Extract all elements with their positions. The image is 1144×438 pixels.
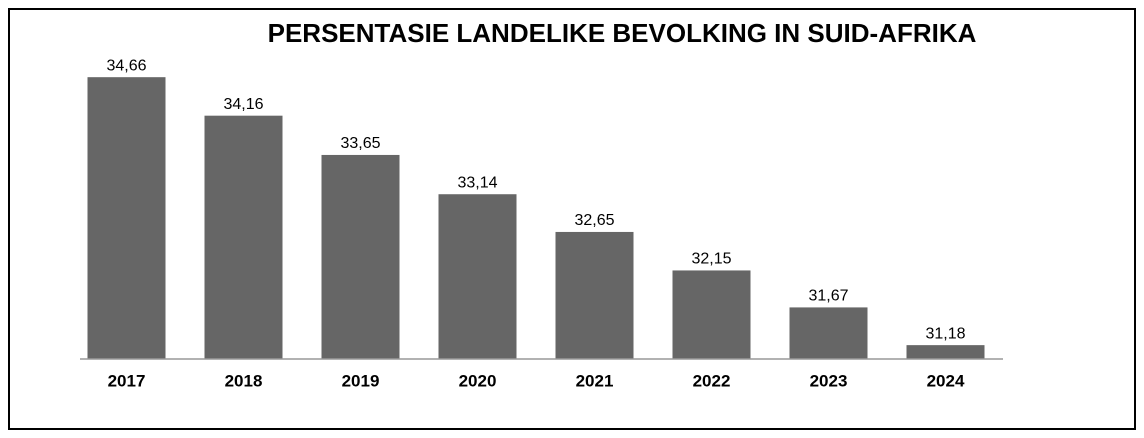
x-tick-label: 2020 (459, 371, 497, 390)
bar (672, 270, 751, 359)
x-tick-label: 2021 (576, 371, 614, 390)
bar (438, 194, 517, 359)
x-tick-label: 2019 (342, 371, 380, 390)
data-label: 33,65 (340, 135, 380, 152)
x-tick-label: 2018 (225, 371, 263, 390)
x-tick-label: 2024 (927, 371, 965, 390)
bar (87, 77, 166, 360)
data-label: 34,16 (223, 96, 263, 113)
bar (555, 231, 634, 359)
data-label: 34,66 (106, 57, 146, 74)
bar (321, 154, 400, 359)
x-tick-label: 2023 (810, 371, 848, 390)
data-label: 32,65 (574, 212, 614, 229)
data-label: 31,18 (925, 325, 965, 342)
chart-frame (8, 8, 1136, 430)
x-tick-label: 2017 (108, 371, 146, 390)
bar (906, 345, 985, 359)
x-tick-label: 2022 (693, 371, 731, 390)
chart-title: PERSENTASIE LANDELIKE BEVOLKING IN SUID-… (268, 18, 977, 48)
data-label: 31,67 (808, 288, 848, 305)
data-label: 32,15 (691, 251, 731, 268)
data-label: 33,14 (457, 174, 497, 191)
bar (789, 307, 868, 359)
bar (204, 115, 283, 360)
